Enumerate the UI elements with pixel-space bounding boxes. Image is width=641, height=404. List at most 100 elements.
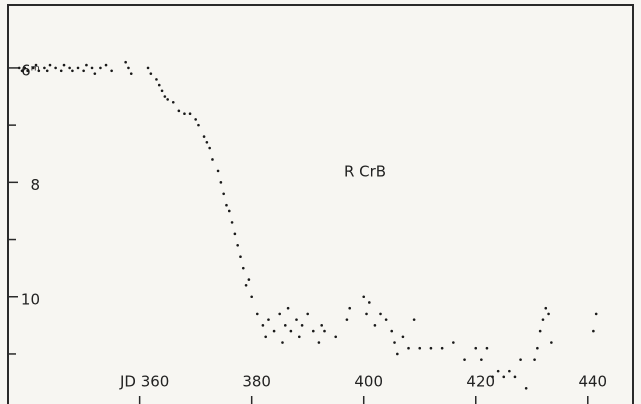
- data-point: [379, 312, 382, 316]
- data-point: [547, 312, 550, 316]
- data-point: [463, 358, 466, 361]
- data-point: [272, 329, 276, 333]
- data-point: [300, 324, 304, 327]
- data-point: [317, 341, 321, 344]
- data-point: [295, 318, 298, 321]
- plot-frame: [7, 4, 634, 404]
- data-point: [267, 318, 270, 321]
- x-tick-label: 420: [466, 373, 495, 391]
- data-point: [62, 63, 66, 67]
- data-point: [177, 109, 181, 113]
- data-point: [216, 169, 220, 173]
- data-point: [227, 209, 231, 213]
- data-point: [90, 66, 94, 70]
- data-point: [396, 352, 399, 356]
- data-point: [519, 358, 522, 361]
- data-point: [255, 312, 259, 316]
- data-point: [247, 278, 251, 281]
- data-point: [163, 95, 167, 98]
- data-point: [85, 63, 88, 67]
- data-point: [541, 318, 545, 321]
- data-point: [146, 66, 150, 70]
- data-point: [166, 98, 169, 101]
- data-point: [155, 78, 158, 81]
- data-point: [365, 312, 368, 316]
- data-point: [297, 335, 301, 339]
- data-point: [219, 181, 223, 184]
- data-point: [536, 346, 539, 350]
- data-point: [496, 369, 500, 373]
- data-point: [124, 60, 127, 64]
- data-point: [474, 346, 478, 350]
- data-point: [205, 140, 209, 144]
- data-point: [104, 63, 108, 67]
- data-point: [513, 375, 517, 379]
- data-point: [127, 66, 130, 70]
- x-tick-label: JD 360: [119, 373, 169, 391]
- data-point: [289, 329, 293, 333]
- data-point: [43, 66, 46, 70]
- x-tick-label: 400: [354, 373, 383, 391]
- chart-title: R CrB: [344, 163, 386, 181]
- data-point: [491, 375, 494, 379]
- data-point: [261, 324, 265, 327]
- data-point: [524, 386, 528, 390]
- data-point: [149, 72, 153, 75]
- data-point: [281, 341, 284, 344]
- data-point: [241, 266, 245, 270]
- data-point: [233, 232, 237, 236]
- data-point: [412, 318, 416, 321]
- data-point: [401, 335, 405, 339]
- data-point: [239, 255, 242, 259]
- data-point: [129, 72, 133, 75]
- data-point: [194, 118, 197, 121]
- data-point: [264, 335, 267, 339]
- data-point: [71, 69, 74, 73]
- data-point: [440, 346, 444, 350]
- data-point: [244, 284, 248, 287]
- data-point: [160, 89, 164, 93]
- y-tick-label: 6ᵐ: [21, 61, 40, 79]
- data-point: [345, 318, 349, 321]
- y-tick-label: 8: [30, 176, 40, 194]
- data-point: [222, 192, 225, 196]
- data-point: [31, 66, 35, 70]
- data-point: [37, 69, 41, 73]
- data-point: [544, 306, 548, 310]
- x-tick-label: 380: [242, 373, 271, 391]
- data-point: [508, 369, 511, 373]
- data-point: [54, 66, 57, 70]
- data-point: [250, 295, 253, 299]
- data-point: [82, 69, 85, 73]
- x-tick-label: 440: [578, 373, 607, 391]
- data-point: [393, 341, 396, 344]
- data-point: [480, 358, 483, 361]
- data-point: [188, 112, 192, 115]
- data-point: [157, 83, 161, 87]
- data-point: [230, 221, 234, 224]
- data-point: [362, 295, 366, 299]
- data-point: [283, 324, 287, 327]
- data-point: [211, 158, 214, 161]
- data-point: [99, 66, 102, 70]
- data-point: [485, 346, 489, 350]
- data-point: [306, 312, 309, 316]
- data-point: [236, 243, 239, 247]
- data-point: [110, 69, 113, 73]
- data-point: [208, 146, 211, 150]
- data-point: [418, 346, 422, 350]
- data-point: [183, 112, 186, 115]
- data-point: [76, 66, 80, 70]
- data-point: [171, 100, 175, 104]
- data-point: [550, 341, 553, 344]
- data-point: [34, 63, 38, 67]
- y-tick-label: 10: [21, 290, 40, 308]
- data-point: [334, 335, 338, 339]
- data-point: [390, 329, 394, 333]
- data-point: [320, 324, 323, 327]
- data-point: [538, 329, 542, 333]
- data-point: [594, 312, 598, 316]
- data-point: [17, 66, 21, 70]
- data-point: [286, 306, 290, 310]
